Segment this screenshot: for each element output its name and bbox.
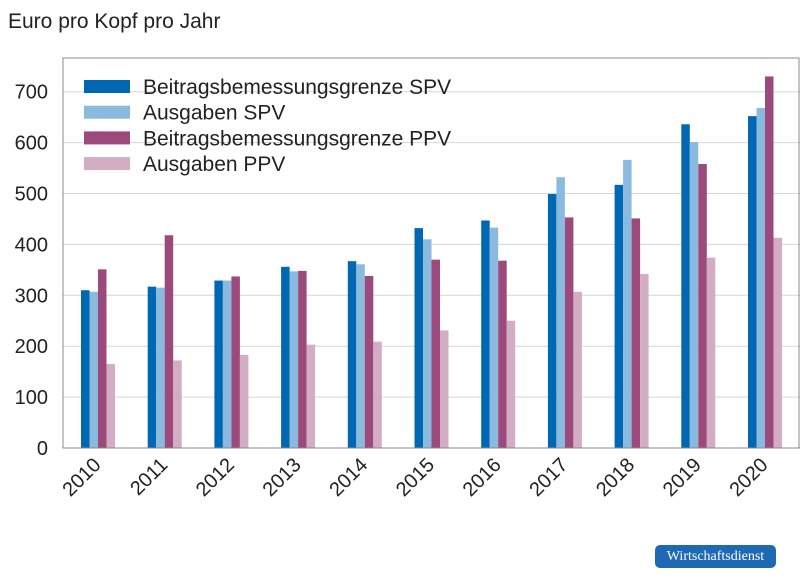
bar-2012-0 [214, 280, 223, 448]
bar-2016-3 [506, 320, 516, 448]
x-tick-label: 2015 [392, 454, 439, 501]
bar-2016-1 [489, 227, 499, 448]
legend-swatch [84, 105, 130, 119]
y-tick-label: 300 [15, 285, 48, 307]
legend-label: Beitragsbemessungsgrenze SPV [143, 76, 451, 99]
bar-2020-3 [773, 237, 782, 448]
bar-2010-2 [98, 269, 107, 448]
y-tick-label: 500 [15, 184, 48, 206]
x-tick-label: 2010 [59, 454, 106, 501]
x-tick-label: 2012 [192, 454, 239, 501]
bar-2016-0 [481, 220, 490, 448]
x-tick-label: 2016 [459, 454, 506, 501]
bar-2018-3 [640, 273, 649, 448]
legend-swatch [84, 80, 130, 93]
x-tick-label: 2014 [325, 454, 372, 501]
bar-2014-0 [347, 261, 357, 448]
bar-2012-2 [231, 276, 240, 448]
bar-2014-1 [356, 264, 365, 448]
bar-2013-3 [306, 344, 316, 448]
bar-2019-3 [706, 257, 716, 448]
bar-2014-3 [373, 341, 382, 448]
y-tick-label: 600 [15, 133, 48, 155]
bar-2013-0 [281, 266, 290, 448]
y-tick-label: 100 [15, 387, 48, 409]
bar-2010-0 [81, 290, 90, 448]
bar-2015-3 [440, 330, 449, 448]
bar-2017-3 [573, 291, 582, 448]
bar-2017-2 [564, 217, 574, 448]
legend-label: Beitragsbemessungsgrenze PPV [143, 127, 451, 150]
bar-2011-1 [156, 287, 165, 448]
bar-2018-2 [631, 218, 641, 448]
bar-2017-0 [547, 194, 557, 448]
chart-title: Euro pro Kopf pro Jahr [8, 10, 221, 33]
legend-label: Ausgaben SPV [143, 102, 285, 125]
bar-2020-1 [756, 107, 765, 448]
bar-2013-2 [298, 270, 307, 448]
y-tick-label: 200 [15, 336, 48, 358]
bar-2020-2 [765, 76, 774, 449]
y-tick-label: 0 [37, 438, 48, 460]
bar-2012-1 [222, 280, 232, 448]
bar-2010-1 [89, 291, 98, 448]
bar-2011-0 [147, 286, 157, 448]
bar-2016-2 [498, 260, 507, 448]
bar-2011-2 [164, 235, 174, 448]
bar-2019-1 [689, 142, 699, 448]
bar-2020-0 [748, 116, 757, 448]
bar-2015-2 [431, 259, 440, 448]
bar-2013-1 [289, 271, 299, 448]
x-tick-label: 2017 [525, 454, 572, 501]
bar-2017-1 [556, 177, 565, 448]
x-tick-label: 2020 [726, 454, 773, 501]
y-tick-label: 700 [15, 82, 48, 104]
wirtschaftsdienst-logo: Wirtschaftsdienst [655, 545, 776, 568]
x-tick-label: 2018 [592, 454, 639, 501]
x-tick-label: 2011 [126, 454, 172, 500]
bar-2015-0 [414, 228, 423, 448]
legend-label: Ausgaben PPV [143, 153, 285, 176]
bar-2018-0 [614, 184, 624, 449]
x-tick-label: 2019 [659, 454, 706, 501]
bar-2018-1 [623, 159, 632, 448]
bar-2015-1 [423, 239, 432, 448]
legend-swatch [84, 157, 130, 171]
bar-2011-3 [173, 360, 182, 448]
bar-2010-3 [106, 364, 115, 448]
bar-2014-2 [364, 275, 374, 448]
x-tick-label: 2013 [259, 454, 306, 501]
bar-2019-2 [698, 163, 707, 448]
bar-2019-0 [681, 124, 690, 448]
legend-swatch [84, 131, 130, 145]
y-tick-label: 400 [15, 234, 48, 256]
bar-2012-3 [239, 354, 249, 448]
